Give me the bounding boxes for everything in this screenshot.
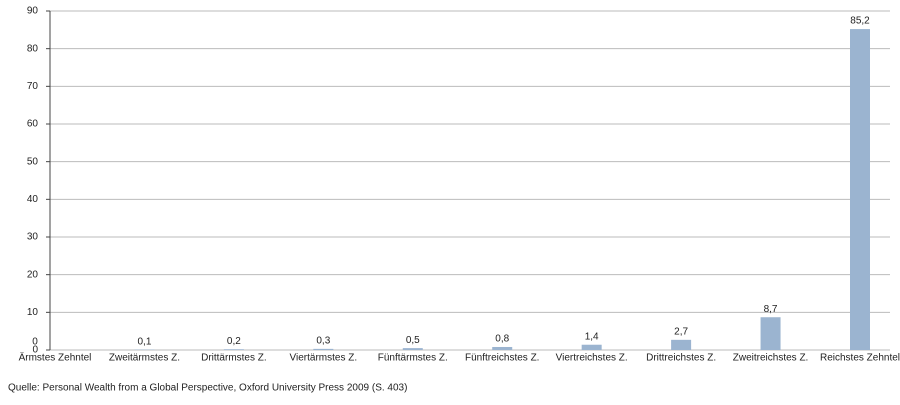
y-tick-label: 20 (27, 269, 39, 280)
bar (671, 340, 691, 350)
y-tick-label: 50 (27, 156, 39, 167)
x-tick-label: Fünftreichstes Z. (465, 353, 539, 364)
bar (313, 349, 333, 350)
bar (224, 349, 244, 350)
x-tick-label: Drittärmstes Z. (201, 353, 267, 364)
y-tick-label: 30 (27, 232, 39, 243)
x-tick-label: Zweitreichstes Z. (733, 353, 809, 364)
value-label: 0,3 (316, 336, 330, 347)
value-label: 85,2 (850, 16, 870, 27)
bar (403, 348, 423, 350)
bar (850, 29, 870, 350)
bar (582, 345, 602, 350)
y-tick-label: 80 (27, 43, 39, 54)
source-note: Quelle: Personal Wealth from a Global Pe… (8, 383, 407, 394)
x-tick-label: Viertärmstes Z. (290, 353, 358, 364)
x-tick-label: Reichstes Zehntel (820, 353, 900, 364)
x-tick-label: Viertreichstes Z. (556, 353, 628, 364)
x-tick-label: Zweitärmstes Z. (109, 353, 180, 364)
bar (761, 317, 781, 350)
value-label: 1,4 (585, 331, 599, 342)
y-tick-label: 60 (27, 119, 39, 130)
value-label: 0,8 (495, 334, 509, 345)
x-tick-label: Fünftärmstes Z. (378, 353, 448, 364)
value-label: 0,2 (227, 336, 241, 347)
y-tick-label: 90 (27, 6, 39, 17)
y-tick-label: 10 (27, 307, 39, 318)
value-label: 0 (32, 337, 38, 348)
value-label: 2,7 (674, 326, 688, 337)
value-label: 0,5 (406, 335, 420, 346)
y-tick-label: 40 (27, 194, 39, 205)
value-label: 0,1 (137, 336, 151, 347)
x-tick-label: Ärmstes Zehntel (19, 352, 92, 364)
y-tick-label: 70 (27, 81, 39, 92)
bar (492, 347, 512, 350)
value-label: 8,7 (764, 304, 778, 315)
x-tick-label: Drittreichstes Z. (646, 353, 716, 364)
